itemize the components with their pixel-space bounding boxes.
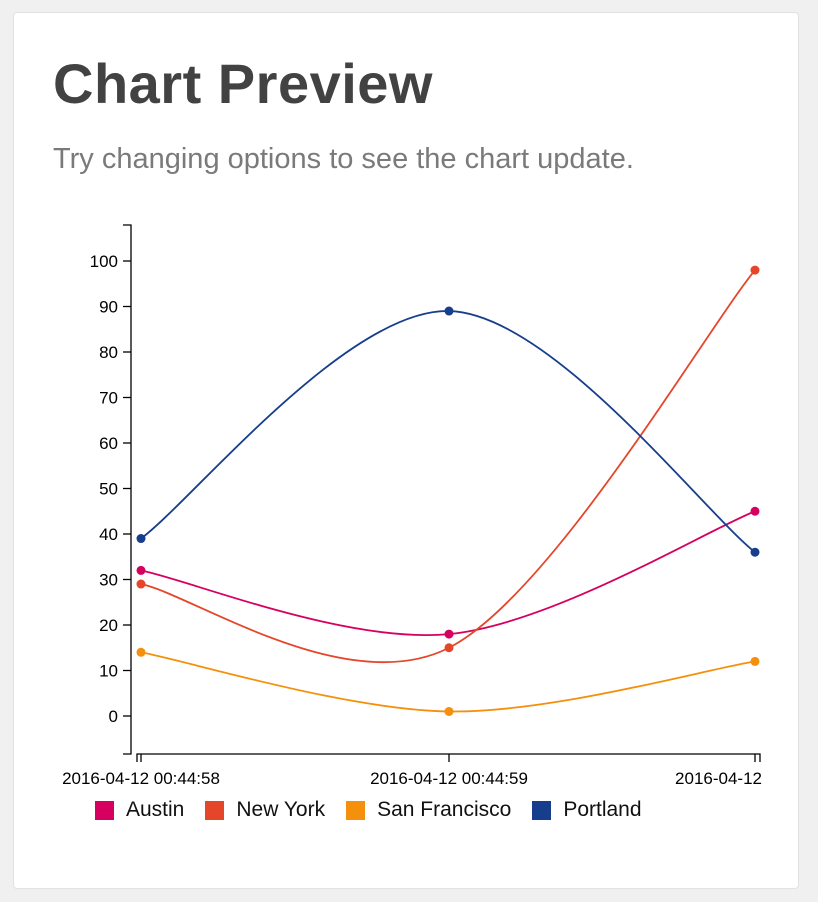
data-point-new-york[interactable] (750, 265, 760, 275)
y-tick-label: 90 (99, 298, 118, 317)
series-line-san-francisco (140, 651, 756, 713)
data-point-san-francisco[interactable] (136, 647, 146, 657)
legend-swatch (205, 800, 225, 820)
y-tick-label: 20 (99, 616, 118, 635)
legend-label: San Francisco (377, 798, 512, 821)
card-subtitle: Try changing options to see the chart up… (53, 143, 634, 175)
y-tick-label: 80 (99, 343, 118, 362)
data-point-new-york[interactable] (136, 579, 146, 589)
chart-legend: Austin New York San Francisco Portland (95, 798, 663, 822)
legend-item-san-francisco[interactable]: San Francisco (346, 798, 511, 822)
data-point-portland[interactable] (750, 547, 760, 557)
data-point-austin[interactable] (444, 629, 454, 639)
legend-swatch (532, 800, 552, 820)
legend-swatch (346, 800, 366, 820)
series-line-austin (140, 510, 756, 636)
data-point-san-francisco[interactable] (750, 656, 760, 666)
y-tick-label: 60 (99, 434, 118, 453)
data-point-portland[interactable] (444, 306, 454, 316)
x-tick-label: 2016-04-12 00:44:58 (62, 769, 220, 788)
y-tick-label: 0 (109, 707, 118, 726)
legend-label: Portland (563, 798, 642, 821)
x-tick-label: 2016-04-12 00:44:59 (370, 769, 528, 788)
legend-item-new-york[interactable]: New York (205, 798, 325, 822)
chart-axes: 0 10 20 30 40 50 60 70 80 90 100 2016-04-12 00:44:5… (62, 224, 762, 788)
card-title: Chart Preview (53, 52, 433, 115)
legend-item-austin[interactable]: Austin (95, 798, 184, 822)
legend-label: Austin (126, 798, 185, 821)
series-line-new-york (140, 269, 756, 664)
y-tick-label: 100 (90, 252, 118, 271)
data-point-san-francisco[interactable] (444, 706, 454, 716)
y-tick-label: 40 (99, 525, 118, 544)
y-tick-label: 50 (99, 480, 118, 499)
legend-label: New York (236, 798, 326, 821)
chart-points (136, 265, 760, 716)
data-point-austin[interactable] (136, 565, 146, 575)
x-tick-label: 2016-04-12 (675, 769, 762, 788)
data-point-austin[interactable] (750, 506, 760, 516)
y-tick-label: 70 (99, 389, 118, 408)
series-line-portland (140, 310, 756, 553)
data-point-portland[interactable] (136, 534, 146, 544)
data-point-new-york[interactable] (444, 643, 454, 653)
y-axis-line (123, 224, 132, 755)
chart-card: Chart Preview Try changing options to se… (13, 12, 799, 889)
y-tick-label: 10 (99, 662, 118, 681)
legend-swatch (95, 800, 114, 820)
legend-item-portland[interactable]: Portland (532, 798, 642, 822)
y-tick-label: 30 (99, 571, 118, 590)
